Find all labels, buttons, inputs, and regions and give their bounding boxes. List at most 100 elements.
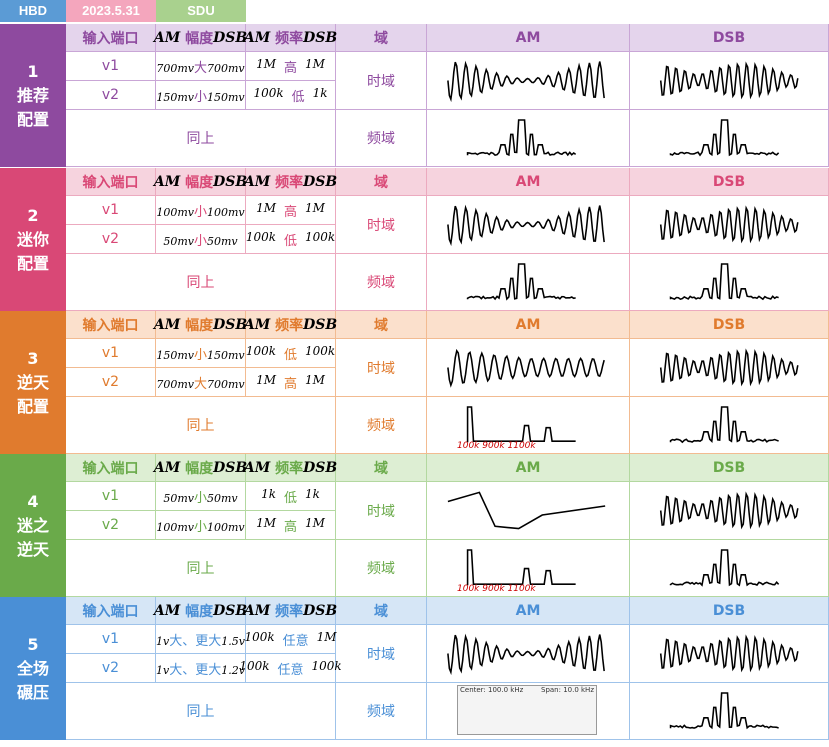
- freq-am-value: 100k: [246, 344, 276, 363]
- header-amp-cell: AM 幅度 DSB: [156, 454, 246, 482]
- header-freq: 频率: [275, 172, 303, 192]
- freq-dsb-value: 1k: [313, 86, 328, 105]
- freq-dsb-value: 100k: [305, 344, 335, 363]
- header-domain: 域: [374, 28, 388, 48]
- header-am: AM: [516, 30, 541, 46]
- port-cell: v1: [66, 482, 156, 511]
- header-port: 输入端口: [83, 172, 139, 192]
- amp-cell: 50mv小50mv: [156, 482, 246, 511]
- amp-word: 小: [194, 90, 207, 105]
- header-dsb-right: DSB: [213, 460, 247, 476]
- amp-word: 小: [194, 491, 207, 506]
- dsb-time-cell: [630, 482, 829, 540]
- freq-word: 高: [284, 516, 297, 535]
- header-am-left: AM: [154, 603, 180, 619]
- section-number: 3: [27, 347, 38, 371]
- time-domain-label: 时域: [367, 215, 395, 235]
- freq-cell: 1M 高 1M: [246, 196, 336, 225]
- header-amp: 幅度: [185, 172, 213, 192]
- header-freq: 频率: [275, 601, 303, 621]
- header-dsb: DSB: [713, 603, 745, 619]
- header-domain-cell: 域: [336, 24, 427, 52]
- row-port: v2: [102, 231, 119, 247]
- amp-am-value: 700mv: [156, 62, 194, 75]
- scope-span-label: Span: 10.0 kHz: [541, 686, 594, 694]
- header-port-cell: 输入端口: [66, 24, 156, 52]
- amp-word: 大、更大: [169, 634, 221, 649]
- same-as-above: 同上: [187, 558, 215, 578]
- amp-am-value: 50mv: [163, 492, 194, 505]
- amp-am-value: 700mv: [156, 378, 194, 391]
- am-freq-cell: 100k 900k 1100k: [427, 540, 630, 597]
- amp-am-value: 100mv: [156, 521, 194, 534]
- row-port: v1: [102, 202, 119, 218]
- section-number: 2: [27, 204, 38, 228]
- dsb-freq-cell: [630, 254, 829, 311]
- section-name-2: 配置: [17, 252, 49, 276]
- same-cell: 同上: [66, 254, 336, 311]
- section-name-2: 配置: [17, 395, 49, 419]
- header-am-left-2: AM: [244, 174, 270, 190]
- freq-domain-cell: 频域: [336, 540, 427, 597]
- amp-cell: 50mv小50mv: [156, 225, 246, 254]
- dsb-time-waveform: [630, 625, 828, 682]
- time-domain-label: 时域: [367, 358, 395, 378]
- dsb-spectrum: [630, 540, 828, 596]
- header-amp-cell: AM 幅度 DSB: [156, 24, 246, 52]
- freq-am-value: 100k: [246, 230, 276, 249]
- header-freq-cell: AM 频率 DSB: [246, 168, 336, 196]
- freq-am-value: 1M: [256, 516, 276, 535]
- same-cell: 同上: [66, 540, 336, 597]
- port-cell: v1: [66, 625, 156, 654]
- header-freq: 频率: [275, 315, 303, 335]
- dsb-spectrum: [630, 683, 828, 739]
- header-am-cell: AM: [427, 597, 630, 625]
- amp-dsb-value: 100mv: [207, 521, 245, 534]
- section-label: 5 全场 碾压: [0, 597, 66, 740]
- amp-am-value: 1v: [156, 635, 169, 648]
- amp-dsb-value: 100mv: [207, 206, 245, 219]
- header-am: AM: [516, 603, 541, 619]
- header-dsb-right-2: DSB: [303, 460, 337, 476]
- amp-dsb-value: 50mv: [207, 492, 238, 505]
- dsb-freq-cell: [630, 397, 829, 454]
- header-dsb-cell: DSB: [630, 454, 829, 482]
- freq-domain-label: 频域: [367, 558, 395, 578]
- amp-word: 大: [194, 61, 207, 76]
- header-domain: 域: [374, 458, 388, 478]
- same-as-above: 同上: [187, 128, 215, 148]
- header-amp-cell: AM 幅度 DSB: [156, 168, 246, 196]
- amp-word: 小: [194, 234, 207, 249]
- section-name-2: 配置: [17, 108, 49, 132]
- header-freq-cell: AM 频率 DSB: [246, 454, 336, 482]
- section-grid: 输入端口 AM 幅度 DSB AM 频率 DSB 域 AM DSB v1 700mv大700mv 1…: [66, 24, 829, 167]
- am-time-cell: [427, 482, 630, 540]
- amp-am-value: 1v: [156, 664, 169, 677]
- amp-cell: 100mv小100mv: [156, 511, 246, 540]
- freq-word: 低: [284, 344, 297, 363]
- section-1: 1 推荐 配置 输入端口 AM 幅度 DSB AM 频率 DSB 域 AM DSB v1 700m…: [0, 24, 829, 167]
- port-cell: v2: [66, 511, 156, 540]
- amp-am-value: 100mv: [156, 206, 194, 219]
- header-am-left: AM: [154, 174, 180, 190]
- header-domain-cell: 域: [336, 168, 427, 196]
- freq-cell: 100k 任意 1M: [246, 625, 336, 654]
- amp-cell: 1v大、更大1.2v: [156, 654, 246, 683]
- freq-am-value: 100k: [253, 86, 283, 105]
- freq-cell: 100k 低 100k: [246, 339, 336, 368]
- same-as-above: 同上: [187, 272, 215, 292]
- header-domain-cell: 域: [336, 597, 427, 625]
- header-domain: 域: [374, 601, 388, 621]
- header-freq-cell: AM 频率 DSB: [246, 597, 336, 625]
- freq-am-value: 1k: [261, 487, 276, 506]
- header-am-left-2: AM: [244, 317, 270, 333]
- am-time-waveform: [427, 196, 629, 253]
- dsb-time-cell: [630, 339, 829, 397]
- am-freq-cell: [427, 110, 630, 167]
- header-freq-cell: AM 频率 DSB: [246, 311, 336, 339]
- am-time-cell: [427, 625, 630, 683]
- section-number: 4: [27, 490, 38, 514]
- header-am-left-2: AM: [244, 603, 270, 619]
- am-freq-cell: Center: 100.0 kHz Span: 10.0 kHz: [427, 683, 630, 740]
- header-am-left-2: AM: [244, 30, 270, 46]
